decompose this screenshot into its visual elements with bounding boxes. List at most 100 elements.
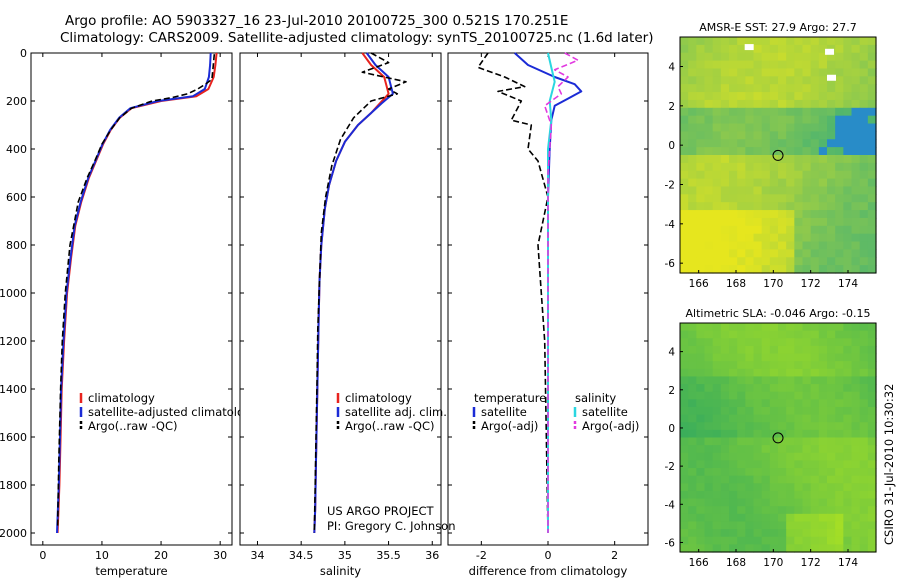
sla_map-cell — [835, 429, 844, 439]
sla_map-cell — [761, 452, 771, 461]
sst_map-cell — [794, 265, 804, 274]
sst_map-cell — [680, 257, 689, 266]
sla_map-cell — [810, 422, 820, 431]
sla_map-cell — [720, 376, 730, 385]
sla_map-cell — [761, 330, 771, 339]
sla_map-cell — [720, 361, 730, 370]
sla_map-cell — [753, 323, 763, 332]
sla_map-cell — [729, 468, 738, 477]
sla_map-cell — [802, 376, 812, 385]
sst_map-cell — [810, 37, 820, 46]
sla_map-cell — [769, 544, 779, 553]
sst_map-cell — [778, 115, 787, 125]
sla_map-cell — [867, 330, 877, 339]
sst_map-xtick-label: 174 — [838, 278, 858, 290]
sla_map-cell — [794, 429, 804, 439]
sla_map-cell — [818, 368, 828, 378]
sst_map-cell — [859, 37, 869, 46]
sla_map-cell — [712, 353, 722, 362]
sla_map-cell — [786, 468, 795, 477]
sla_map-cell — [769, 323, 779, 332]
sst_map-cell — [802, 76, 812, 85]
sst_map-cell — [851, 37, 861, 46]
sla_map-cell — [818, 376, 828, 385]
sla_map-cell — [827, 345, 836, 355]
sla_map-cell — [851, 353, 861, 362]
sst_map-cell — [843, 52, 853, 62]
sst_map-cell — [704, 155, 714, 164]
sla_map-cell — [835, 468, 844, 477]
sla_map-cell — [835, 376, 844, 385]
sst_map-cell — [778, 210, 787, 219]
sla_map-cell — [696, 353, 706, 362]
sst_map-cell — [827, 107, 836, 117]
sla_map-cell — [867, 406, 877, 416]
sst_map-cell — [867, 44, 877, 54]
sla_map-cell — [680, 414, 689, 423]
sla_map-cell — [745, 376, 755, 385]
sst_map-cell — [769, 225, 779, 235]
sla_map-cell — [827, 323, 836, 332]
sla_map-cell — [737, 513, 746, 523]
sla_map-cell — [802, 399, 812, 408]
sla_map-cell — [827, 498, 836, 507]
sla_map-cell — [859, 399, 869, 408]
sla_map-cell — [745, 544, 755, 553]
sla_map-cell — [794, 521, 804, 530]
sst_map-cell — [802, 123, 812, 132]
sst_map-cell — [688, 76, 697, 85]
sst_map-ytick-label: 0 — [668, 140, 675, 152]
sst_map-cell — [729, 115, 738, 125]
sla_map-cell — [720, 521, 730, 530]
sla_map-cell — [720, 529, 730, 538]
sst_map-cell — [688, 84, 697, 93]
sst_map-cell — [835, 202, 844, 211]
sst_map-cell — [729, 241, 738, 250]
sst_map-cell — [810, 99, 820, 109]
sst_map-cell — [802, 44, 812, 54]
sla_map-cell — [769, 361, 779, 370]
sla_map-cell — [704, 529, 714, 538]
sst_map-cell — [688, 170, 697, 180]
sla_map-cell — [761, 437, 771, 446]
sst_map-cell — [761, 225, 771, 235]
sla_map-cell — [712, 414, 722, 423]
sst_map-cell — [851, 241, 861, 250]
sla_map-cell — [729, 460, 738, 469]
sst_map-cell — [835, 194, 844, 203]
sla_map-cell — [745, 414, 755, 423]
sla_map-cell — [802, 330, 812, 339]
sla_map-cell — [867, 529, 877, 538]
sst_map-cell — [761, 249, 771, 258]
sla_map-cell — [859, 452, 869, 461]
sst_map-cell — [851, 233, 861, 243]
sla_map-cell — [737, 391, 746, 400]
temperature-legend-label: satellite-adjusted climatology — [88, 405, 258, 419]
sla_map-cell — [704, 437, 714, 446]
sla_map-cell — [712, 399, 722, 408]
salinity-legend-label: Argo(..raw -QC) — [345, 419, 435, 433]
sst_map-cell — [851, 131, 861, 140]
sst_map-cell — [696, 60, 706, 70]
sla_map-cell — [810, 506, 820, 515]
sst_map-cell — [737, 131, 746, 140]
sla_map-cell — [680, 345, 689, 355]
sla_map-cell — [688, 376, 697, 385]
sla_map-cell — [818, 483, 828, 492]
sla_map-cell — [835, 338, 844, 347]
sst_map-cell — [680, 92, 689, 101]
sst_map-cell — [827, 210, 836, 219]
sla_map-cell — [688, 475, 697, 484]
sla_map-cell — [859, 406, 869, 416]
sst_map-cell — [802, 265, 812, 274]
sst_map-cell — [680, 76, 689, 85]
sla_map-cell — [851, 414, 861, 423]
sla_map-cell — [802, 384, 812, 393]
sla_map-ytick-label: 2 — [668, 385, 675, 397]
sla_map-cell — [761, 468, 771, 477]
sst_map-cell — [704, 225, 714, 235]
sst_map-cell — [867, 210, 877, 219]
salinity-xtick-label: 35.5 — [376, 549, 401, 562]
credit-project: US ARGO PROJECT — [327, 504, 435, 518]
sla_map-cell — [818, 422, 828, 431]
